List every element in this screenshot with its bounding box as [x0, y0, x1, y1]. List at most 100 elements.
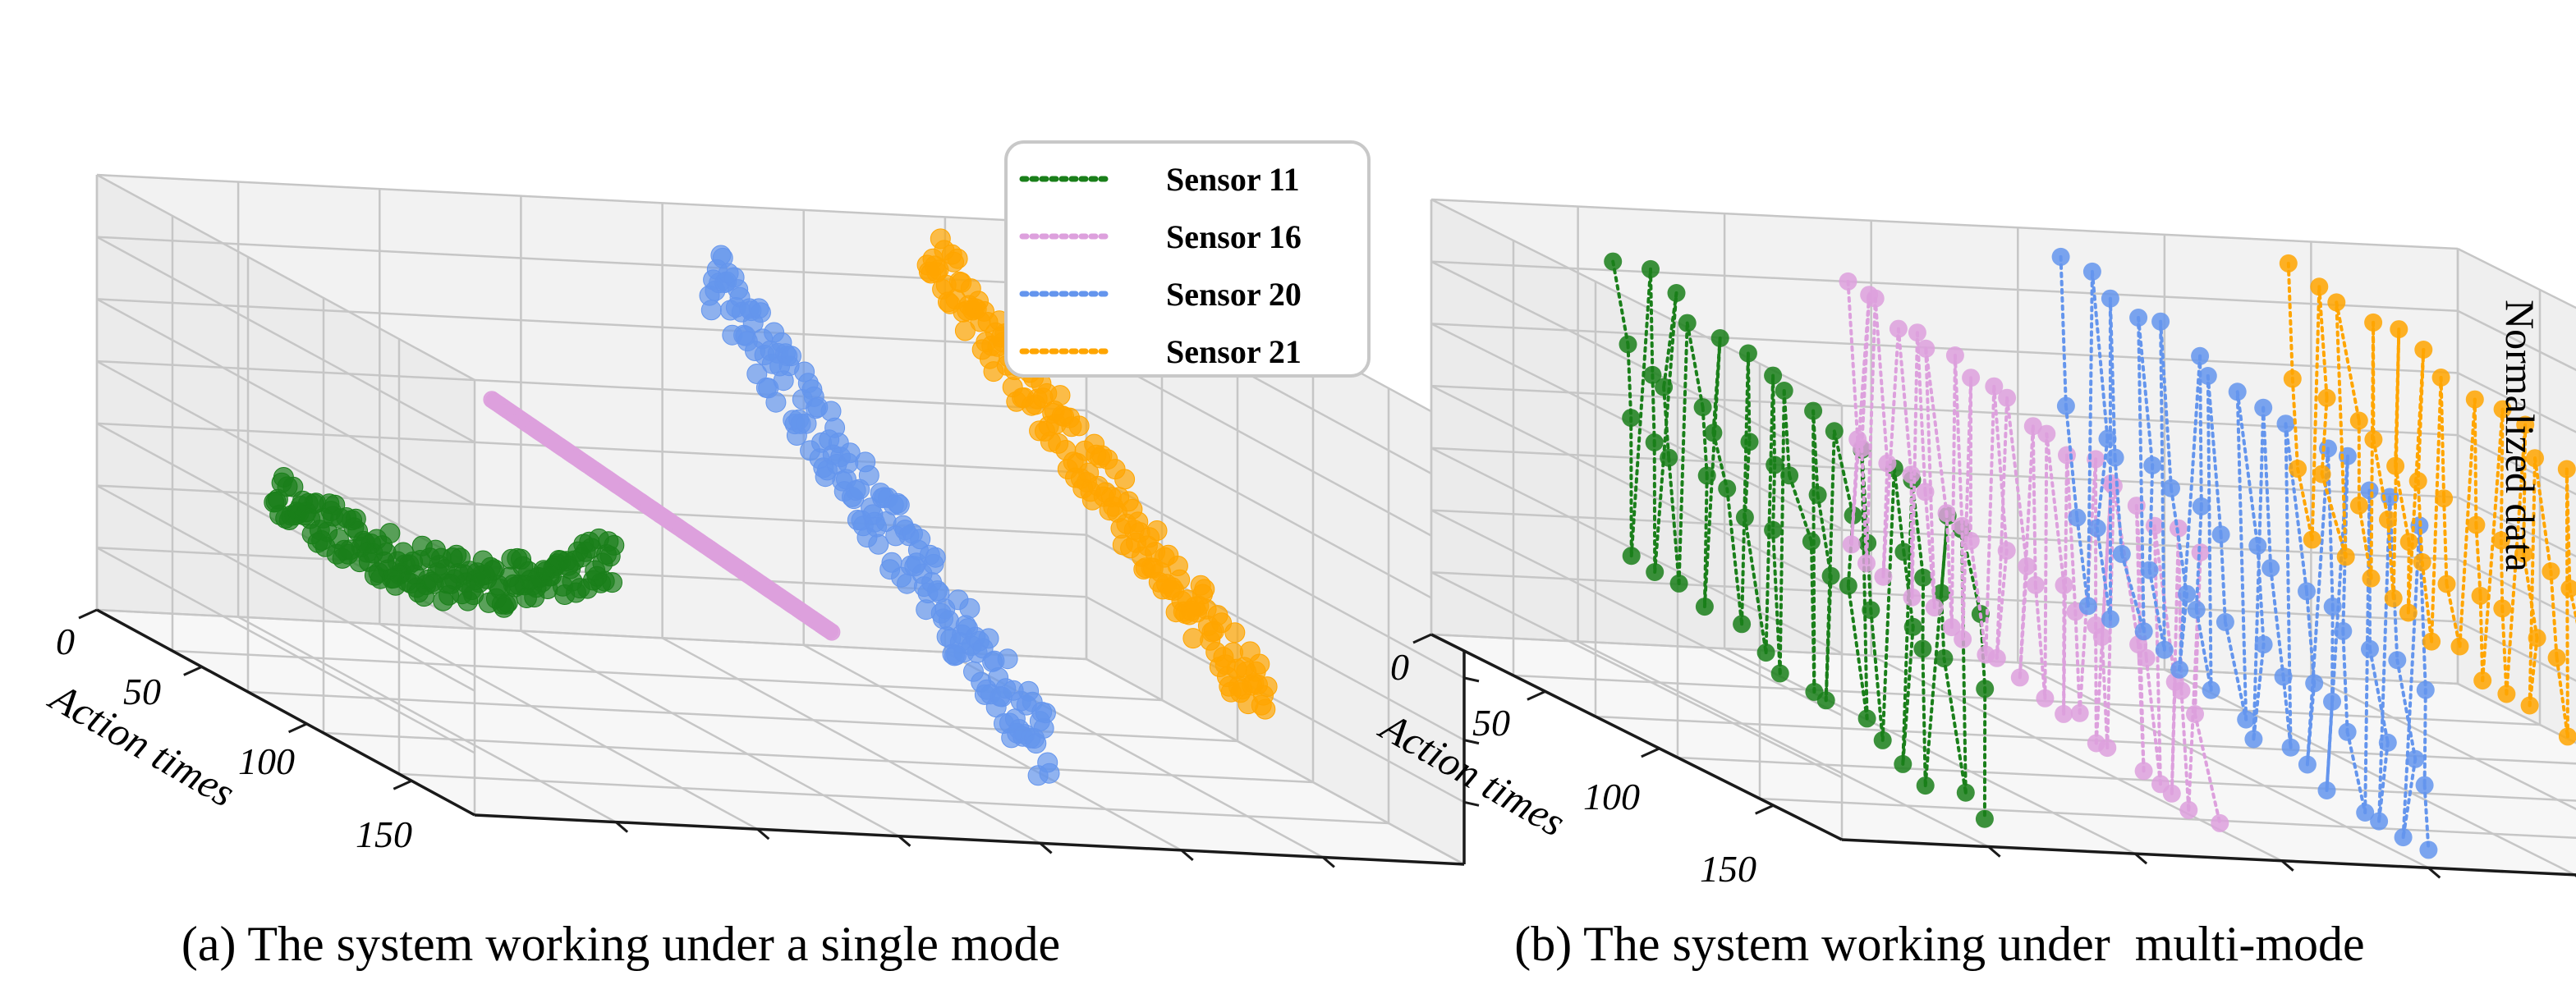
- data-point: [2323, 598, 2342, 616]
- data-point: [2145, 516, 2164, 535]
- data-point: [1249, 653, 1270, 675]
- series-line: [2310, 285, 2321, 542]
- series-line: [2422, 688, 2427, 787]
- data-point: [2105, 448, 2124, 467]
- data-point: [2211, 813, 2229, 832]
- data-point: [1035, 703, 1056, 724]
- data-point: [2431, 369, 2450, 387]
- data-point: [2467, 515, 2486, 534]
- series-line: [2290, 377, 2300, 470]
- data-point: [868, 534, 889, 555]
- data-point: [2104, 477, 2123, 496]
- data-point: [1039, 763, 1060, 784]
- series-line: [2473, 397, 2478, 527]
- series-line: [1881, 327, 1900, 579]
- data-point: [2465, 390, 2484, 409]
- data-point: [1764, 520, 1783, 539]
- data-point: [2414, 341, 2433, 359]
- series-line: [1915, 331, 1927, 494]
- series-line: [1873, 296, 1890, 465]
- data-point: [1718, 479, 1737, 498]
- series-line: [2377, 495, 2392, 823]
- series-line: [2481, 407, 2505, 683]
- data-point: [781, 346, 801, 367]
- data-point: [1169, 569, 1191, 590]
- data-point: [1049, 385, 1071, 406]
- series-line: [1910, 331, 1919, 599]
- series-line: [2401, 524, 2422, 840]
- gridline: [96, 484, 1087, 536]
- series-line: [1746, 351, 1752, 444]
- data-point: [2497, 685, 2516, 703]
- x-tick-mark: [287, 722, 308, 734]
- panel-a-x-tick-label: 50: [123, 671, 161, 712]
- data-point: [750, 302, 771, 323]
- series-line: [2178, 354, 2202, 671]
- data-point: [2422, 632, 2441, 651]
- series-line: [2565, 467, 2572, 590]
- data-point: [1780, 466, 1799, 485]
- data-point: [700, 300, 722, 321]
- data-point: [1839, 272, 1857, 291]
- gridline: [237, 616, 617, 823]
- data-point: [2162, 479, 2180, 497]
- data-point: [2349, 411, 2368, 430]
- series-line: [2418, 524, 2427, 692]
- data-point: [2317, 781, 2336, 799]
- series-line: [1949, 354, 1957, 630]
- data-point: [1985, 377, 2004, 396]
- series-line: [1921, 647, 1927, 788]
- data-point: [1953, 516, 1972, 535]
- series-line: [1667, 456, 1681, 585]
- data-point: [2379, 511, 2397, 529]
- series-line: [2372, 437, 2390, 522]
- data-point: [2560, 579, 2576, 598]
- data-point: [1962, 369, 1981, 387]
- data-point: [2112, 544, 2131, 563]
- series-line: [1923, 490, 1936, 610]
- legend-label: Sensor 16: [1166, 218, 1302, 255]
- data-point: [2394, 828, 2413, 847]
- data-point: [1669, 574, 1688, 593]
- gridline: [662, 637, 1041, 845]
- data-point: [2516, 415, 2535, 434]
- data-point: [1889, 319, 1908, 338]
- series-line: [2179, 689, 2191, 812]
- series-line: [2568, 587, 2576, 625]
- series-line: [1743, 440, 1752, 520]
- data-point: [1738, 344, 1757, 363]
- data-point: [1804, 401, 1823, 420]
- data-point: [959, 598, 980, 619]
- data-point: [2162, 784, 2181, 803]
- data-point: [1866, 289, 1885, 308]
- gridline: [2457, 247, 2576, 309]
- data-point: [1655, 378, 1674, 396]
- data-point: [1816, 691, 1835, 710]
- data-point: [1643, 365, 1662, 384]
- gridline: [96, 298, 1087, 350]
- data-point: [2327, 293, 2346, 312]
- data-point: [1903, 617, 1922, 636]
- data-point: [1894, 754, 1912, 773]
- data-point: [1932, 584, 1951, 602]
- series-line: [1611, 259, 1630, 346]
- data-point: [2528, 629, 2546, 648]
- series-line: [2341, 629, 2349, 734]
- data-point: [2274, 667, 2293, 686]
- gridline: [1086, 596, 1465, 804]
- gridline: [2457, 372, 2576, 433]
- data-point: [2388, 651, 2407, 670]
- series-line: [1869, 608, 1885, 742]
- gridline: [398, 772, 1389, 825]
- series-line: [2416, 348, 2426, 483]
- series-line: [1740, 351, 1750, 626]
- series-line: [1629, 416, 1633, 558]
- data-point: [2129, 309, 2148, 327]
- data-point: [1873, 730, 1892, 749]
- series-line: [1811, 409, 1820, 497]
- series-line: [1865, 296, 1877, 566]
- series-line: [2194, 607, 2213, 692]
- legend-label: Sensor 11: [1166, 161, 1300, 198]
- data-point: [2101, 289, 2119, 308]
- panel-b-x-tick-label: 0: [1390, 646, 1409, 688]
